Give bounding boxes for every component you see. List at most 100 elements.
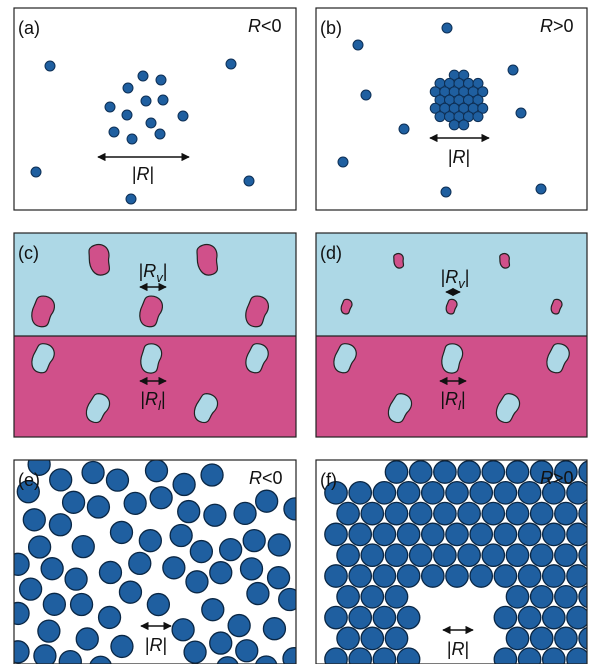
particle <box>442 23 452 33</box>
length-label: |R| <box>132 164 154 184</box>
panel-label: (f) <box>320 470 337 490</box>
particle <box>506 586 528 608</box>
particle <box>385 502 407 524</box>
particle <box>72 536 94 558</box>
panel-label: (a) <box>18 18 40 38</box>
disc-layer <box>325 461 591 664</box>
particle <box>184 641 206 663</box>
particle <box>99 561 121 583</box>
particle <box>397 606 419 628</box>
particle <box>458 544 480 566</box>
particle <box>385 461 407 483</box>
particle <box>109 127 119 137</box>
particle <box>446 565 468 587</box>
symbol: R <box>248 16 261 36</box>
particle <box>7 602 29 624</box>
symbol: R <box>452 639 465 659</box>
particle <box>470 523 492 545</box>
particle <box>373 606 395 628</box>
particle <box>579 461 591 483</box>
symbol: R <box>249 468 262 488</box>
particle <box>385 544 407 566</box>
particle <box>543 565 565 587</box>
particle <box>459 120 469 130</box>
particle <box>20 578 42 600</box>
particle <box>49 514 71 536</box>
particle <box>158 95 168 105</box>
particle <box>531 586 553 608</box>
particle <box>441 187 451 197</box>
particle <box>63 491 85 513</box>
particle <box>531 544 553 566</box>
particle <box>470 565 492 587</box>
particle <box>338 157 348 167</box>
particle <box>349 648 371 664</box>
particle <box>178 111 188 121</box>
particle <box>470 482 492 504</box>
symbol: R <box>150 635 163 655</box>
particle <box>410 461 432 483</box>
particle <box>422 565 444 587</box>
symbol: R <box>445 267 458 287</box>
particle <box>170 525 192 547</box>
particle <box>518 606 540 628</box>
condition: R>0 <box>540 16 574 36</box>
particle <box>45 61 55 71</box>
particle <box>579 586 591 608</box>
particle <box>349 565 371 587</box>
particle <box>23 509 45 531</box>
length-label: |R| <box>448 147 470 167</box>
particle <box>494 606 516 628</box>
particle <box>122 110 132 120</box>
particle <box>337 544 359 566</box>
particle <box>494 648 516 664</box>
particle <box>139 530 161 552</box>
relation: >0 <box>553 16 574 36</box>
particle <box>361 544 383 566</box>
particle <box>210 562 232 584</box>
particle <box>38 620 60 642</box>
particle <box>399 124 409 134</box>
symbol: R <box>145 389 158 409</box>
particle <box>567 523 589 545</box>
particle <box>516 108 526 118</box>
particle <box>173 473 195 495</box>
particle <box>373 523 395 545</box>
symbol: R <box>445 389 458 409</box>
particle <box>228 615 250 637</box>
symbol: R <box>540 468 553 488</box>
particle <box>178 501 200 523</box>
bar: | <box>161 389 166 409</box>
condition: R<0 <box>248 16 282 36</box>
particle <box>385 627 407 649</box>
panel-label: (b) <box>320 18 342 38</box>
particle <box>555 586 577 608</box>
symbol: R <box>137 164 150 184</box>
particle <box>435 112 445 122</box>
relation: >0 <box>553 468 574 488</box>
particle <box>43 593 65 615</box>
particle <box>361 586 383 608</box>
particle <box>147 594 169 616</box>
particle <box>543 523 565 545</box>
particle <box>410 502 432 524</box>
particle <box>34 645 56 664</box>
particle <box>494 482 516 504</box>
particle <box>284 498 306 520</box>
particle <box>506 502 528 524</box>
condition: R<0 <box>249 468 283 488</box>
particle <box>87 496 109 518</box>
particle <box>325 648 347 664</box>
particle <box>255 656 277 664</box>
particle <box>508 65 518 75</box>
particle <box>579 502 591 524</box>
particle <box>361 90 371 100</box>
particle <box>234 502 256 524</box>
particle <box>482 544 504 566</box>
particle <box>434 461 456 483</box>
particle <box>82 461 104 483</box>
bar: | <box>150 164 155 184</box>
particle <box>349 523 371 545</box>
particle <box>506 544 528 566</box>
particle <box>446 523 468 545</box>
